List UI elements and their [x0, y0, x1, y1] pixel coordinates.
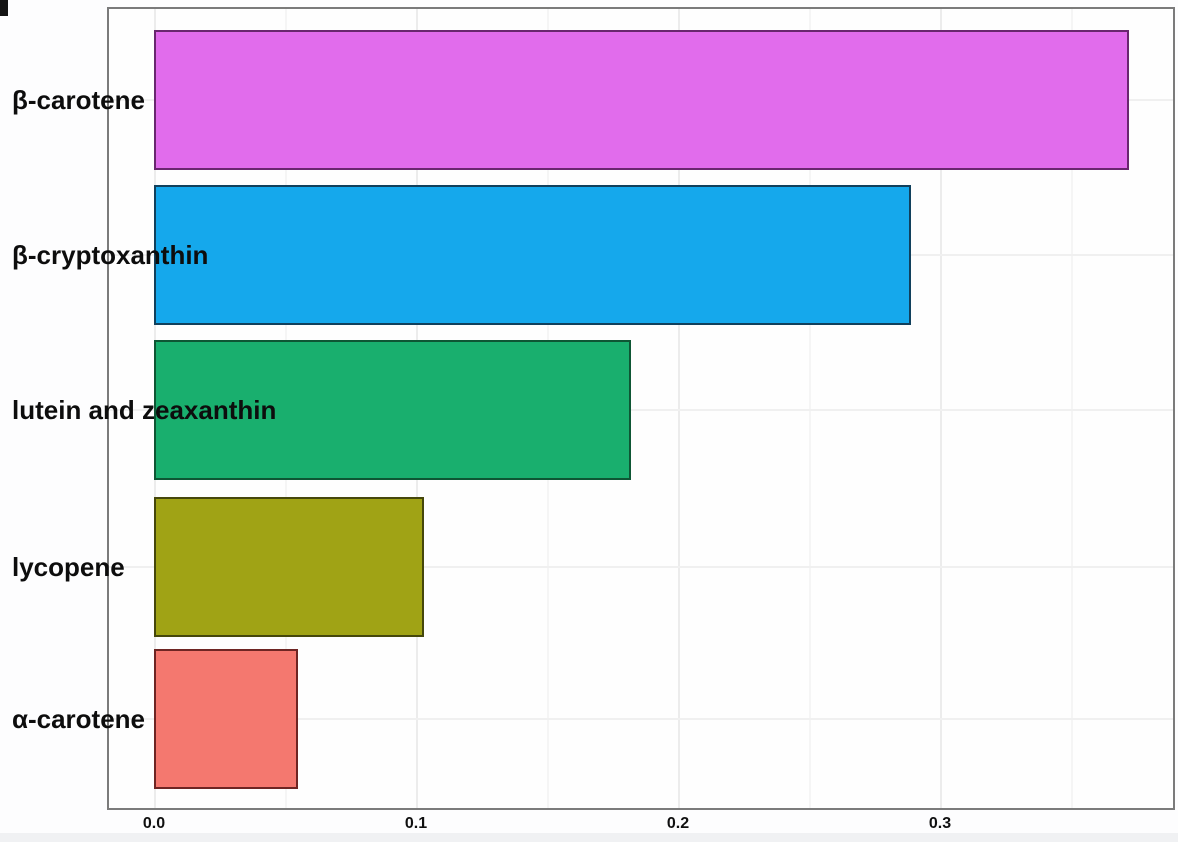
screen-edge-artifact	[0, 0, 8, 16]
bar-lycopene	[154, 497, 424, 637]
y-category-gridline	[109, 718, 1173, 720]
bar-β-cryptoxanthin	[154, 185, 911, 325]
bar-β-carotene	[154, 30, 1129, 170]
x-axis-tick-label: 0.1	[404, 815, 428, 832]
y-category-gridline	[109, 566, 1173, 568]
x-major-gridline	[678, 9, 680, 808]
window-bottom-strip	[0, 833, 1178, 842]
y-category-gridline	[109, 409, 1173, 411]
plot-area	[107, 7, 1175, 810]
bar-lutein and zeaxanthin	[154, 340, 631, 480]
x-major-gridline	[940, 9, 942, 808]
x-minor-gridline	[1071, 9, 1073, 808]
x-axis-tick-label: 0.3	[928, 815, 952, 832]
x-axis-tick-label: 0.2	[666, 815, 690, 832]
bar-α-carotene	[154, 649, 298, 789]
x-minor-gridline	[809, 9, 811, 808]
x-axis-tick-label: 0.0	[142, 815, 166, 832]
